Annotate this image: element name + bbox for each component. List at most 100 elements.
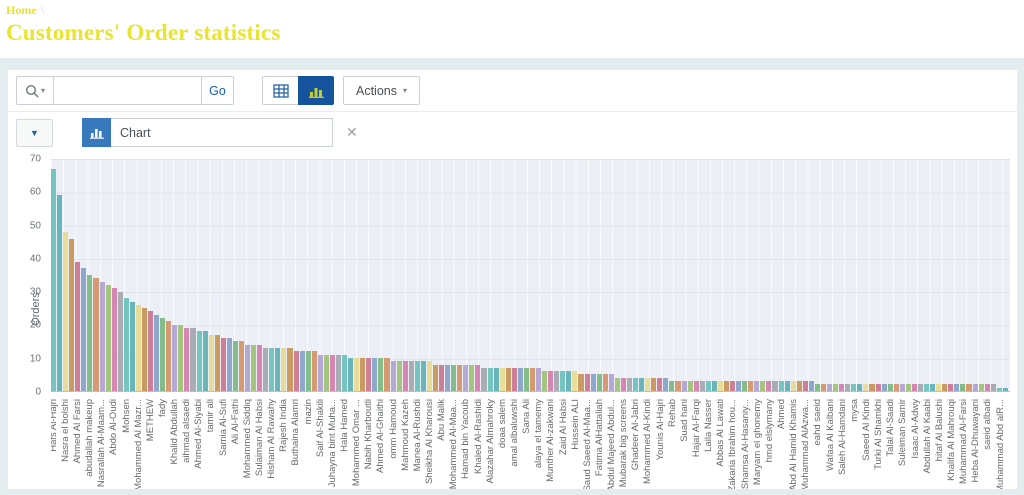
bar[interactable] xyxy=(329,354,335,391)
bar[interactable] xyxy=(69,238,75,391)
bar[interactable] xyxy=(942,384,948,391)
bar[interactable] xyxy=(930,384,936,391)
bar[interactable] xyxy=(439,364,445,391)
bar[interactable] xyxy=(263,347,269,391)
bar[interactable] xyxy=(317,354,323,391)
bar[interactable] xyxy=(851,384,857,391)
bar[interactable] xyxy=(790,381,796,391)
bar[interactable] xyxy=(390,361,396,391)
settings-dropdown-button[interactable]: ▼ xyxy=(16,118,53,147)
bar[interactable] xyxy=(378,357,384,391)
bar[interactable] xyxy=(578,374,584,391)
bar[interactable] xyxy=(178,324,184,391)
bar[interactable] xyxy=(384,357,390,391)
bar[interactable] xyxy=(342,354,348,391)
bar[interactable] xyxy=(360,357,366,391)
bar[interactable] xyxy=(572,371,578,391)
bar[interactable] xyxy=(257,344,263,391)
bar[interactable] xyxy=(548,371,554,391)
bar[interactable] xyxy=(287,347,293,391)
bar[interactable] xyxy=(651,377,657,391)
bar[interactable] xyxy=(905,384,911,391)
bar[interactable] xyxy=(881,384,887,391)
bar[interactable] xyxy=(736,381,742,391)
bar[interactable] xyxy=(251,344,257,391)
bar[interactable] xyxy=(590,374,596,391)
actions-button[interactable]: Actions ▾ xyxy=(343,76,421,105)
bar[interactable] xyxy=(184,328,190,391)
bar[interactable] xyxy=(954,384,960,391)
close-icon[interactable]: ✕ xyxy=(346,124,358,140)
bar[interactable] xyxy=(196,331,202,391)
bar[interactable] xyxy=(129,301,135,391)
bar[interactable] xyxy=(675,381,681,391)
bar[interactable] xyxy=(166,321,172,391)
bar[interactable] xyxy=(772,381,778,391)
bar[interactable] xyxy=(148,311,154,391)
bar[interactable] xyxy=(81,268,87,391)
bar[interactable] xyxy=(487,367,493,391)
bar[interactable] xyxy=(420,361,426,391)
bar[interactable] xyxy=(457,364,463,391)
bar[interactable] xyxy=(917,384,923,391)
bar[interactable] xyxy=(232,341,238,391)
bar[interactable] xyxy=(936,384,942,391)
bar[interactable] xyxy=(875,384,881,391)
bar[interactable] xyxy=(833,384,839,391)
bar[interactable] xyxy=(845,384,851,391)
bar[interactable] xyxy=(105,284,111,391)
bar[interactable] xyxy=(402,361,408,391)
bar[interactable] xyxy=(620,377,626,391)
go-button[interactable]: Go xyxy=(201,76,234,105)
bar[interactable] xyxy=(305,351,311,391)
bar[interactable] xyxy=(639,377,645,391)
bar[interactable] xyxy=(857,384,863,391)
bar[interactable] xyxy=(141,308,147,391)
bar[interactable] xyxy=(972,384,978,391)
bar[interactable] xyxy=(529,367,535,391)
bar[interactable] xyxy=(323,354,329,391)
bar[interactable] xyxy=(839,384,845,391)
bar[interactable] xyxy=(536,367,542,391)
bar[interactable] xyxy=(220,337,226,391)
bar[interactable] xyxy=(948,384,954,391)
bar[interactable] xyxy=(208,334,214,391)
bar[interactable] xyxy=(990,384,996,391)
bar[interactable] xyxy=(505,367,511,391)
bar[interactable] xyxy=(778,381,784,391)
search-options-button[interactable]: ▾ xyxy=(16,76,53,105)
bar[interactable] xyxy=(802,381,808,391)
bar[interactable] xyxy=(742,381,748,391)
bar[interactable] xyxy=(730,381,736,391)
bar[interactable] xyxy=(814,384,820,391)
bar[interactable] xyxy=(911,384,917,391)
bar[interactable] xyxy=(245,344,251,391)
bar[interactable] xyxy=(820,384,826,391)
bar[interactable] xyxy=(408,361,414,391)
bar[interactable] xyxy=(760,381,766,391)
bar[interactable] xyxy=(996,387,1002,391)
bar[interactable] xyxy=(754,381,760,391)
bar[interactable] xyxy=(475,364,481,391)
bar[interactable] xyxy=(469,364,475,391)
bar[interactable] xyxy=(511,367,517,391)
bar[interactable] xyxy=(426,361,432,391)
chart-setting-control[interactable]: Chart xyxy=(82,118,333,147)
bar[interactable] xyxy=(669,381,675,391)
bar[interactable] xyxy=(984,384,990,391)
bar[interactable] xyxy=(717,381,723,391)
bar[interactable] xyxy=(960,384,966,391)
bar[interactable] xyxy=(117,291,123,391)
bar[interactable] xyxy=(596,374,602,391)
bar[interactable] xyxy=(493,367,499,391)
bar[interactable] xyxy=(135,304,141,391)
bar[interactable] xyxy=(645,377,651,391)
bar[interactable] xyxy=(924,384,930,391)
bar[interactable] xyxy=(445,364,451,391)
bar[interactable] xyxy=(202,331,208,391)
bar[interactable] xyxy=(614,377,620,391)
bar[interactable] xyxy=(281,347,287,391)
bar[interactable] xyxy=(869,384,875,391)
bar[interactable] xyxy=(699,381,705,391)
bar[interactable] xyxy=(269,347,275,391)
